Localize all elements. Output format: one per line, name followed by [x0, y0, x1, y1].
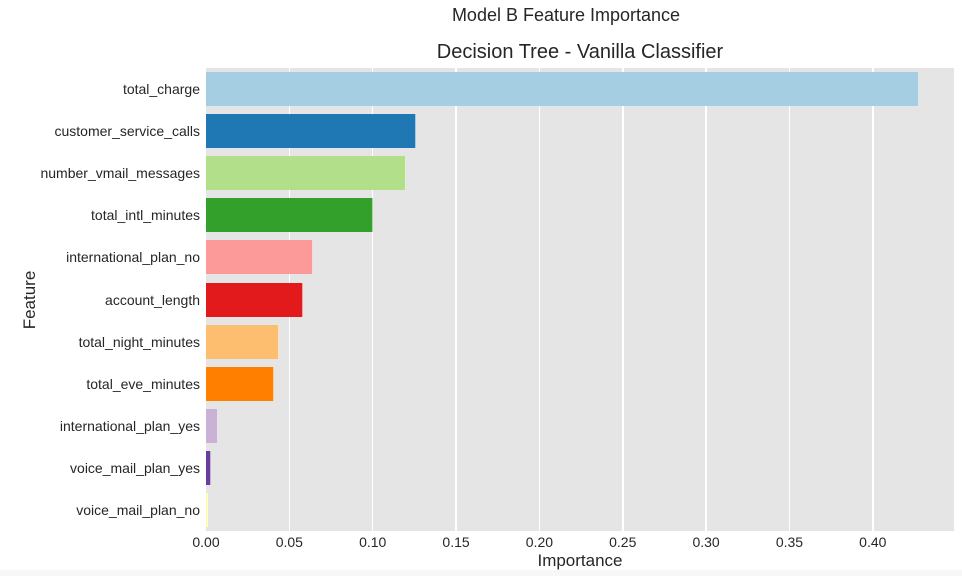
figure-bottom-strip	[0, 570, 962, 576]
x-tick-label: 0.15	[442, 534, 470, 550]
gridline	[788, 68, 791, 531]
gridline	[622, 68, 624, 531]
x-axis-label: Importance	[537, 551, 623, 570]
bar-total-eve-minutes	[206, 366, 275, 401]
bar-total-charge	[206, 72, 920, 107]
figure-suptitle: Model B Feature Importance	[451, 5, 681, 25]
bar-international-plan-yes	[206, 408, 218, 443]
x-tick-label: 0.20	[525, 534, 554, 550]
y-tick-label: number_vmail_messages	[40, 165, 200, 182]
chart-title: Decision Tree - Vanilla Classifier	[436, 41, 724, 63]
x-tick-label: 0.35	[775, 534, 804, 550]
gridline	[538, 68, 541, 531]
bar-total-night-minutes	[206, 324, 280, 359]
x-tick-label: 0.00	[192, 534, 220, 550]
bar-number-vmail-messages	[206, 156, 407, 191]
bar-voice-mail-plan-yes	[206, 450, 211, 485]
y-tick-label: voice_mail_plan_yes	[70, 459, 200, 476]
y-tick-label: total_night_minutes	[78, 333, 200, 350]
y-tick-label: account_length	[105, 291, 200, 308]
y-tick-label: customer_service_calls	[54, 123, 201, 140]
x-tick-label: 0.10	[359, 534, 387, 550]
bar-international-plan-no	[206, 240, 313, 275]
gridline	[705, 68, 707, 531]
y-tick-label: total_eve_minutes	[86, 375, 200, 392]
y-tick-label: total_charge	[122, 81, 200, 98]
bar-customer-service-calls	[206, 114, 417, 149]
bar-total-intl-minutes	[206, 198, 373, 233]
gridline	[872, 68, 874, 531]
y-tick-label: international_plan_yes	[59, 417, 200, 434]
bar-account-length	[206, 282, 303, 317]
y-tick-label: international_plan_no	[66, 249, 200, 266]
x-tick-label: 0.25	[609, 534, 637, 550]
gridline	[455, 68, 457, 531]
bar-voice-mail-plan-no	[206, 492, 208, 527]
gridline	[371, 68, 374, 531]
x-tick-label: 0.30	[692, 534, 720, 550]
y-tick-label: voice_mail_plan_no	[76, 501, 200, 518]
x-tick-label: 0.05	[275, 534, 303, 550]
y-axis-label: Feature	[20, 270, 39, 330]
y-tick-label: total_intl_minutes	[91, 207, 200, 224]
x-tick-label: 0.40	[859, 534, 887, 550]
plot-area	[206, 68, 954, 531]
